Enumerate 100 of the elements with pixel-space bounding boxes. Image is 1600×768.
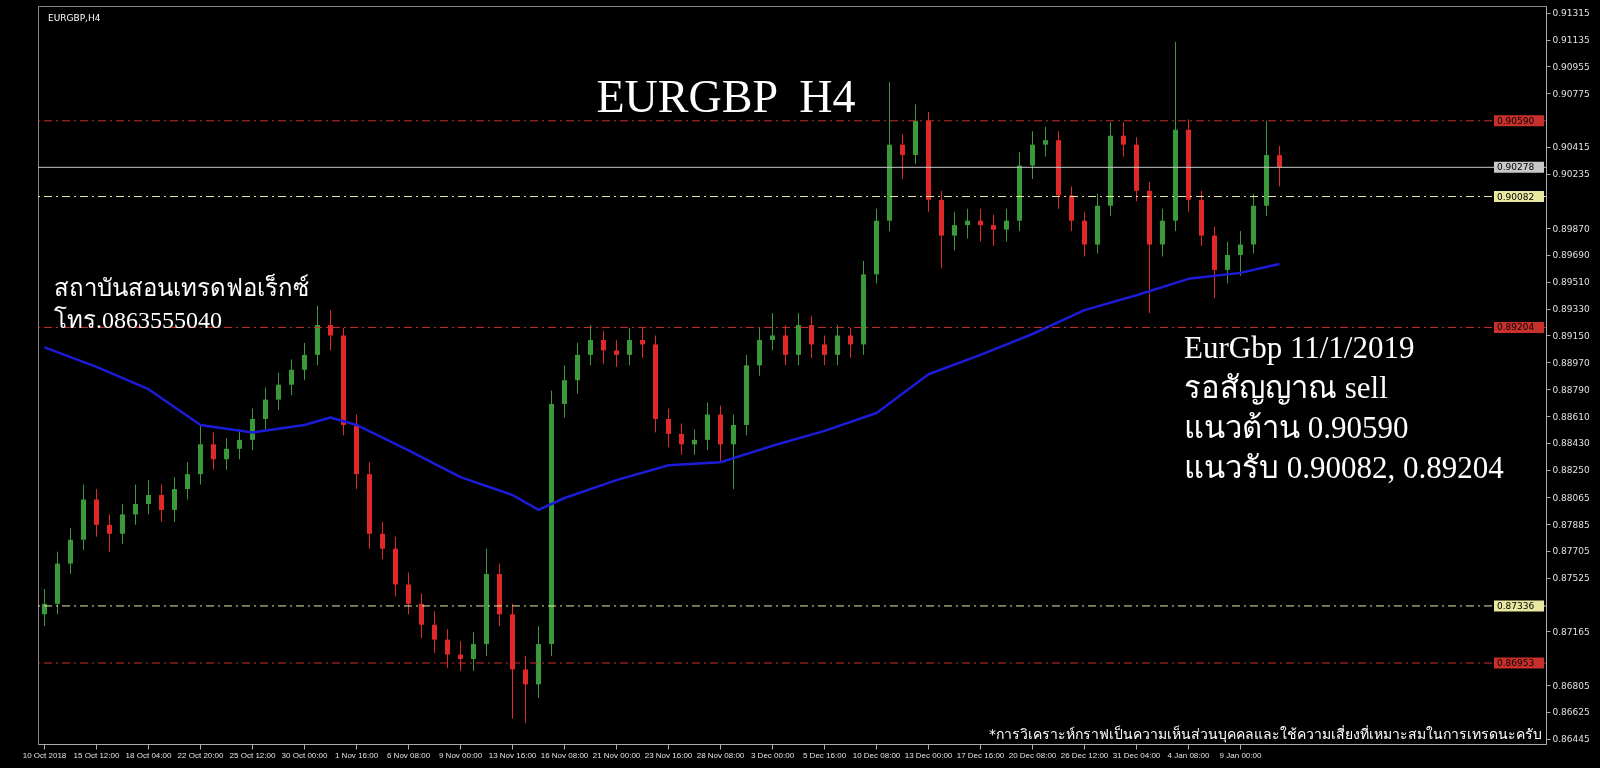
- candlestick: [1043, 126, 1048, 158]
- candlestick: [900, 133, 905, 180]
- y-tick-label: 0.90235: [1552, 169, 1590, 180]
- y-tick-label: 0.88970: [1552, 357, 1590, 368]
- candlestick: [952, 211, 957, 252]
- candlestick: [991, 214, 996, 247]
- candlestick: [107, 513, 112, 553]
- x-tick-label: 15 Oct 12:00: [73, 750, 120, 760]
- y-tick-label: 0.88065: [1552, 492, 1590, 503]
- candlestick: [1121, 121, 1126, 158]
- x-tick-label: 26 Dec 12:00: [1060, 750, 1109, 760]
- candlestick: [588, 324, 593, 366]
- x-tick-label: 1 Nov 16:00: [334, 750, 379, 760]
- candlestick: [640, 327, 645, 359]
- ref-line-label: 0.90082: [1497, 191, 1535, 202]
- candlestick: [666, 408, 671, 448]
- candlestick: [822, 334, 827, 366]
- y-tick-label: 0.90415: [1552, 142, 1590, 153]
- x-tick-label: 20 Dec 08:00: [1008, 750, 1057, 760]
- candlestick: [783, 324, 788, 366]
- x-tick-label: 6 Nov 08:00: [386, 750, 431, 760]
- x-tick-label: 21 Nov 00:00: [592, 750, 641, 760]
- x-tick-label: 31 Dec 04:00: [1112, 750, 1161, 760]
- candlestick: [406, 572, 411, 615]
- candlestick: [211, 431, 216, 471]
- annotation: โทร.0863555040: [54, 306, 222, 333]
- x-tick-label: 9 Nov 00:00: [438, 750, 483, 760]
- candlestick: [289, 358, 294, 396]
- y-tick-label: 0.88250: [1552, 465, 1590, 476]
- y-tick-label: 0.88430: [1552, 438, 1590, 449]
- x-tick-label: 4 Jan 08:00: [1167, 750, 1210, 760]
- candlestick: [185, 461, 190, 500]
- candlestick: [1004, 208, 1009, 243]
- candlestick: [679, 422, 684, 456]
- candlestick: [1238, 230, 1243, 277]
- x-tick-label: 22 Oct 20:00: [177, 750, 224, 760]
- candlestick: [835, 324, 840, 366]
- text: EURGBP H4: [596, 71, 856, 122]
- candlestick: [965, 208, 970, 240]
- candlestick: [471, 631, 476, 672]
- x-tick-label: 18 Oct 04:00: [125, 750, 172, 760]
- candlestick: [224, 437, 229, 471]
- y-tick-label: 0.88790: [1552, 384, 1590, 395]
- candlestick: [172, 476, 177, 523]
- ref-line-label: 0.90278: [1497, 162, 1535, 173]
- x-tick-label: 3 Dec 00:00: [750, 750, 795, 760]
- annotation: สถาบันสอนเทรดฟอเร็กซ์: [54, 273, 309, 301]
- x-tick-label: 23 Nov 16:00: [644, 750, 693, 760]
- candlestick: [1082, 211, 1087, 257]
- annotation: EurGbp 11/1/2019: [1184, 330, 1415, 365]
- ref-line-label: 0.86953: [1497, 658, 1535, 669]
- y-tick-label: 0.89150: [1552, 330, 1590, 341]
- x-tick-label: 10 Oct 2018: [22, 750, 67, 760]
- y-tick-label: 0.87885: [1552, 519, 1590, 530]
- y-tick-label: 0.87525: [1552, 573, 1590, 584]
- candlestick: [978, 208, 983, 243]
- y-tick-label: 0.90775: [1552, 88, 1590, 99]
- y-tick-label: 0.87165: [1552, 626, 1590, 637]
- candlestick: [848, 327, 853, 359]
- ref-line-label: 0.89204: [1497, 322, 1535, 333]
- candlestick: [523, 655, 528, 724]
- candlestick: [458, 640, 463, 672]
- y-tick-label: 0.89510: [1552, 277, 1590, 288]
- candlestick: [809, 315, 814, 359]
- y-tick-label: 0.90955: [1552, 61, 1590, 72]
- candlestick: [445, 628, 450, 669]
- candlestick: [159, 484, 164, 523]
- x-tick-label: 13 Dec 00:00: [904, 750, 953, 760]
- candlestick: [770, 312, 775, 351]
- y-tick-label: 0.88610: [1552, 411, 1590, 422]
- candlestick: [68, 527, 73, 575]
- candlestick: [328, 309, 333, 351]
- x-tick-label: 17 Dec 16:00: [956, 750, 1005, 760]
- y-tick-label: 0.91135: [1552, 35, 1590, 46]
- x-tick-label: 10 Dec 08:00: [852, 750, 901, 760]
- y-tick-label: 0.91315: [1552, 8, 1590, 19]
- x-tick-label: 30 Oct 00:00: [281, 750, 328, 760]
- y-tick-label: 0.87705: [1552, 546, 1590, 557]
- candlestick: [263, 387, 268, 430]
- candlestick: [419, 592, 424, 639]
- x-tick-label: 25 Oct 12:00: [229, 750, 276, 760]
- y-tick-label: 0.86805: [1552, 680, 1590, 691]
- x-tick-label: 5 Dec 16:00: [802, 750, 847, 760]
- candlestick: [1160, 208, 1165, 257]
- annotation: แนวรับ 0.90082, 0.89204: [1184, 450, 1505, 485]
- ref-line-label: 0.87336: [1497, 600, 1535, 611]
- annotation: EURGBP,H4: [48, 13, 101, 23]
- y-tick-label: 0.89870: [1552, 223, 1590, 234]
- x-tick-label: 16 Nov 08:00: [540, 750, 589, 760]
- candlestick: [731, 414, 736, 490]
- candlestick: [627, 327, 632, 366]
- candlestick: [276, 372, 281, 411]
- y-tick-label: 0.86625: [1552, 707, 1590, 718]
- candlestick: [562, 364, 567, 418]
- candlestick: [614, 339, 619, 368]
- y-tick-label: 0.89690: [1552, 250, 1590, 261]
- candlestick: [601, 330, 606, 365]
- annotation: *การวิเคราะห์กราฟเป็นความเห็นส่วนบุคคลและใช้ความเสี่ยงที่เหมาะสมในการเทรดนะครับ: [989, 725, 1542, 743]
- x-tick-label: 13 Nov 16:00: [488, 750, 537, 760]
- x-tick-label: 9 Jan 00:00: [1219, 750, 1262, 760]
